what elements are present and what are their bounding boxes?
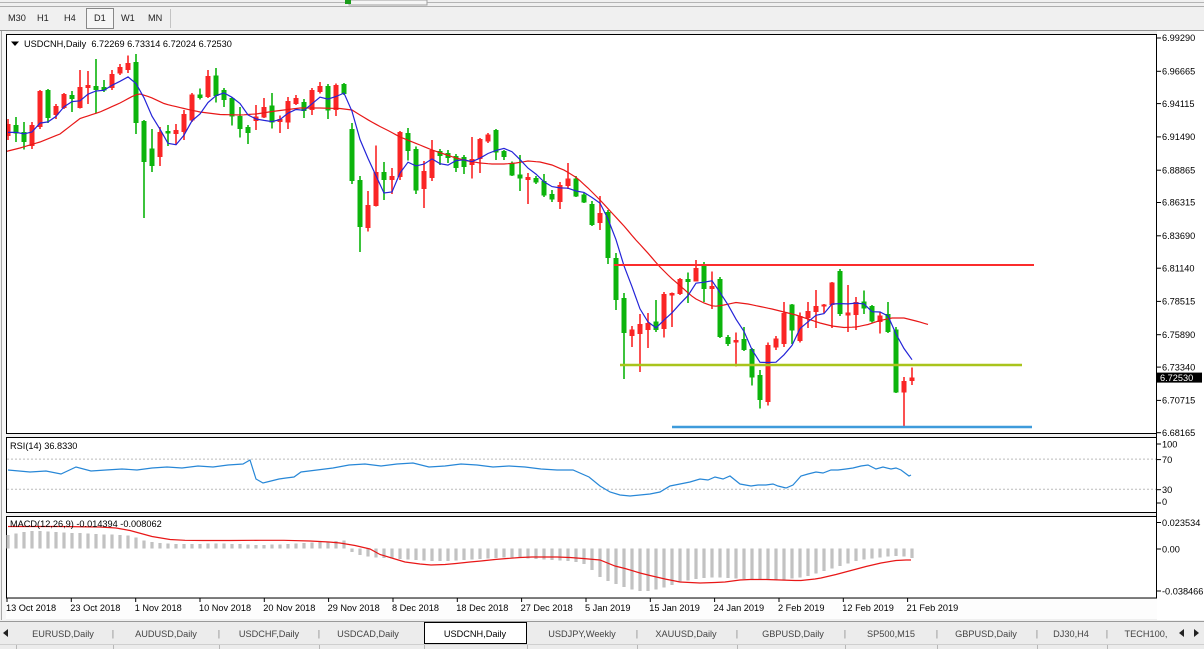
svg-text:XAUUSD,Daily: XAUUSD,Daily bbox=[655, 629, 717, 639]
svg-text:|: | bbox=[112, 629, 114, 639]
svg-text:13 Oct 2018: 13 Oct 2018 bbox=[6, 603, 56, 613]
svg-text:1 Nov 2018: 1 Nov 2018 bbox=[135, 603, 182, 613]
svg-text:15 Jan 2019: 15 Jan 2019 bbox=[649, 603, 700, 613]
svg-text:|: | bbox=[218, 629, 220, 639]
svg-text:0.00: 0.00 bbox=[1162, 545, 1180, 555]
svg-text:6.91490: 6.91490 bbox=[1162, 132, 1195, 142]
svg-text:DJ30,H4: DJ30,H4 bbox=[1053, 629, 1089, 639]
svg-text:M30: M30 bbox=[8, 13, 26, 23]
svg-text:24 Jan 2019: 24 Jan 2019 bbox=[714, 603, 765, 613]
svg-text:|: | bbox=[318, 629, 320, 639]
svg-text:6.75890: 6.75890 bbox=[1162, 330, 1195, 340]
svg-text:6.99290: 6.99290 bbox=[1162, 33, 1195, 43]
svg-text:6.96665: 6.96665 bbox=[1162, 67, 1195, 77]
svg-text:GBPUSD,Daily: GBPUSD,Daily bbox=[955, 629, 1017, 639]
svg-text:8 Dec 2018: 8 Dec 2018 bbox=[392, 603, 439, 613]
svg-text:6.86315: 6.86315 bbox=[1162, 198, 1195, 208]
svg-text:USDJPY,Weekly: USDJPY,Weekly bbox=[548, 629, 616, 639]
svg-text:|: | bbox=[844, 629, 846, 639]
svg-text:|: | bbox=[936, 629, 938, 639]
svg-text:27 Dec 2018: 27 Dec 2018 bbox=[521, 603, 573, 613]
svg-text:18 Dec 2018: 18 Dec 2018 bbox=[456, 603, 508, 613]
svg-text:USDCNH,Daily 6.72269 6.73314: USDCNH,Daily 6.72269 6.73314 6.72024 6.7… bbox=[24, 39, 232, 49]
svg-text:6.94115: 6.94115 bbox=[1162, 99, 1195, 109]
svg-text:|: | bbox=[736, 629, 738, 639]
svg-text:21 Feb 2019: 21 Feb 2019 bbox=[907, 603, 959, 613]
svg-text:2 Feb 2019: 2 Feb 2019 bbox=[778, 603, 825, 613]
svg-text:10 Nov 2018: 10 Nov 2018 bbox=[199, 603, 251, 613]
svg-text:D1: D1 bbox=[94, 13, 106, 23]
svg-text:0.023534: 0.023534 bbox=[1162, 518, 1200, 528]
svg-text:6.83690: 6.83690 bbox=[1162, 231, 1195, 241]
svg-text:100: 100 bbox=[1162, 440, 1177, 450]
svg-text:EURUSD,Daily: EURUSD,Daily bbox=[32, 629, 94, 639]
svg-text:6.88865: 6.88865 bbox=[1162, 165, 1195, 175]
svg-text:H4: H4 bbox=[64, 13, 76, 23]
svg-text:AUDUSD,Daily: AUDUSD,Daily bbox=[135, 629, 197, 639]
svg-text:USDCHF,Daily: USDCHF,Daily bbox=[239, 629, 300, 639]
svg-text:20 Nov 2018: 20 Nov 2018 bbox=[263, 603, 315, 613]
svg-text:USDCAD,Daily: USDCAD,Daily bbox=[337, 629, 399, 639]
svg-text:|: | bbox=[636, 629, 638, 639]
svg-text:MACD(12,26,9) -0.014394 -0.008: MACD(12,26,9) -0.014394 -0.008062 bbox=[10, 519, 162, 529]
svg-text:GBPUSD,Daily: GBPUSD,Daily bbox=[762, 629, 824, 639]
svg-text:12 Feb 2019: 12 Feb 2019 bbox=[842, 603, 894, 613]
svg-text:6.78515: 6.78515 bbox=[1162, 297, 1195, 307]
svg-text:USDCNH,Daily: USDCNH,Daily bbox=[444, 629, 507, 639]
svg-text:|: | bbox=[1106, 629, 1108, 639]
svg-text:SP500,M15: SP500,M15 bbox=[867, 629, 915, 639]
svg-text:70: 70 bbox=[1162, 455, 1172, 465]
svg-text:6.68165: 6.68165 bbox=[1162, 428, 1195, 438]
svg-text:W1: W1 bbox=[121, 13, 135, 23]
svg-text:0: 0 bbox=[1162, 497, 1167, 507]
svg-text:23 Oct 2018: 23 Oct 2018 bbox=[70, 603, 120, 613]
svg-text:6.81140: 6.81140 bbox=[1162, 263, 1195, 273]
svg-text:29 Nov 2018: 29 Nov 2018 bbox=[328, 603, 380, 613]
svg-text:TECH100,: TECH100, bbox=[1125, 629, 1168, 639]
svg-text:30: 30 bbox=[1162, 485, 1172, 495]
svg-text:|: | bbox=[1036, 629, 1038, 639]
svg-text:MN: MN bbox=[148, 13, 162, 23]
svg-text:6.73340: 6.73340 bbox=[1162, 362, 1195, 372]
svg-text:-0.038466: -0.038466 bbox=[1162, 587, 1203, 597]
svg-text:6.72530: 6.72530 bbox=[1160, 373, 1193, 383]
svg-text:H1: H1 bbox=[37, 13, 49, 23]
svg-text:6.70715: 6.70715 bbox=[1162, 396, 1195, 406]
svg-text:RSI(14) 36.8330: RSI(14) 36.8330 bbox=[10, 441, 77, 451]
svg-text:5 Jan 2019: 5 Jan 2019 bbox=[585, 603, 630, 613]
